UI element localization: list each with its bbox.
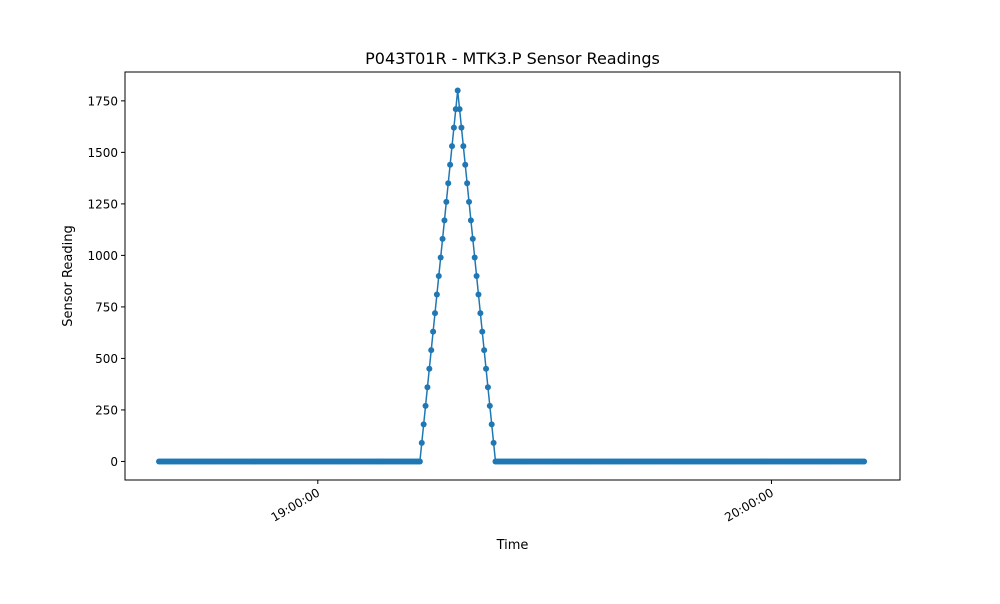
data-point <box>479 328 486 335</box>
data-point <box>420 421 427 428</box>
data-point <box>483 365 490 372</box>
data-point <box>416 458 423 465</box>
y-axis: 0 250 500 750 1000 1250 1500 1750 <box>87 94 125 469</box>
chart-title: P043T01R - MTK3.P Sensor Readings <box>365 49 660 68</box>
data-point <box>418 439 425 446</box>
data-point <box>466 198 473 205</box>
data-point <box>475 291 482 298</box>
data-point <box>460 143 467 150</box>
x-tick-label: 20:00:00 <box>722 485 776 524</box>
series-line <box>159 90 865 463</box>
data-point <box>462 161 469 168</box>
data-point <box>488 421 495 428</box>
y-tick-label: 0 <box>110 455 118 469</box>
data-point <box>481 347 488 354</box>
y-tick-label: 750 <box>95 300 118 314</box>
data-point <box>484 384 491 391</box>
data-point <box>435 273 442 279</box>
data-point <box>449 143 456 150</box>
y-axis-label: Sensor Reading <box>61 225 76 326</box>
y-tick-label: 1500 <box>87 146 118 160</box>
data-point <box>490 439 497 446</box>
data-point <box>426 365 433 372</box>
data-point <box>439 235 446 242</box>
x-axis: 19:00:00 20:00:00 <box>269 480 776 525</box>
data-point <box>443 198 450 205</box>
data-point <box>424 384 431 391</box>
data-point <box>441 217 448 224</box>
y-tick-label: 1250 <box>87 197 118 211</box>
data-point <box>433 291 440 298</box>
data-point <box>473 273 480 279</box>
data-point <box>456 106 463 113</box>
y-tick-label: 1000 <box>87 249 118 263</box>
data-point <box>437 254 444 261</box>
data-point <box>477 310 484 317</box>
y-tick-label: 1750 <box>87 94 118 108</box>
data-point <box>432 310 438 317</box>
data-point <box>450 124 457 131</box>
y-tick-label: 500 <box>95 352 118 366</box>
data-point <box>467 217 474 224</box>
data-point <box>428 347 435 354</box>
data-point <box>464 180 471 187</box>
data-point <box>422 402 429 409</box>
plot-area <box>156 87 868 465</box>
data-point <box>486 402 493 409</box>
data-point <box>471 254 478 261</box>
x-tick-label: 19:00:00 <box>269 485 323 524</box>
x-axis-label: Time <box>496 538 529 553</box>
y-tick-label: 250 <box>95 403 118 417</box>
data-point <box>454 87 461 94</box>
data-point <box>469 235 476 242</box>
data-point <box>458 124 465 131</box>
data-point <box>447 161 454 168</box>
data-point <box>430 328 437 335</box>
data-point <box>861 458 868 465</box>
plot-frame <box>124 71 901 481</box>
data-point <box>445 180 452 187</box>
